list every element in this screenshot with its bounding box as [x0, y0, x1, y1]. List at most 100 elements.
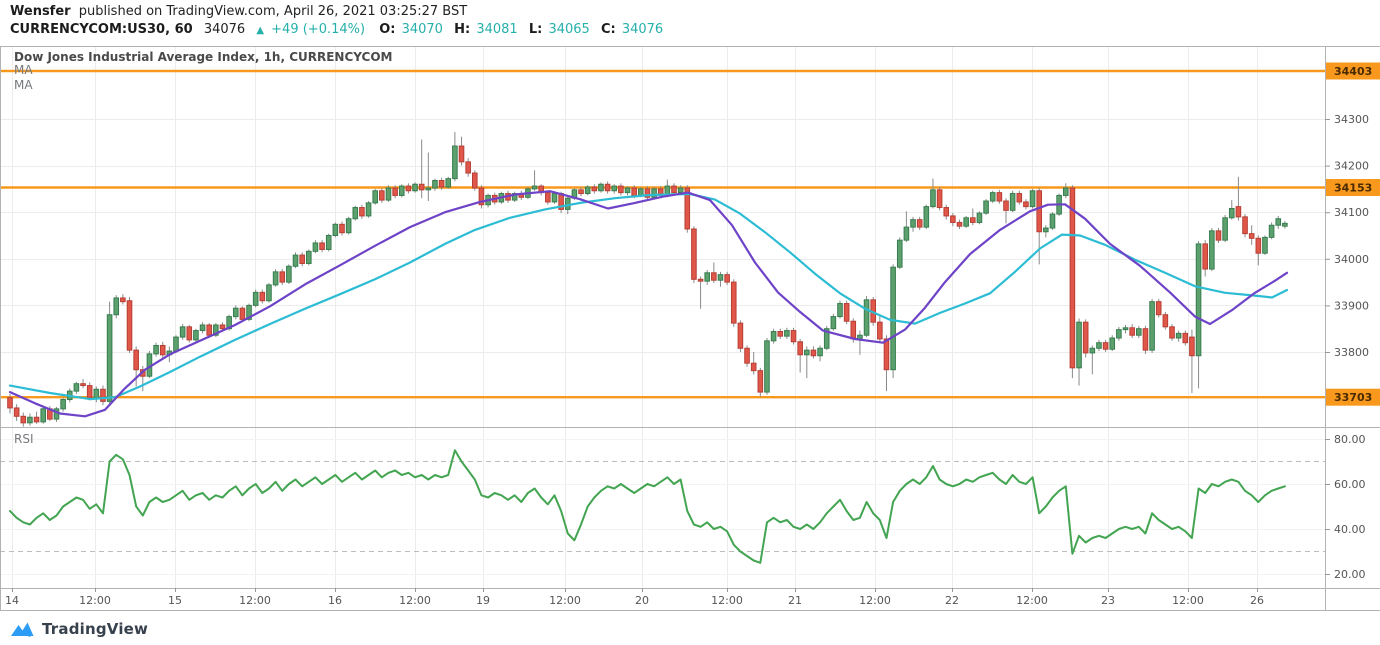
ma-line-cyan[interactable]: [8, 192, 1289, 401]
candle: [1262, 235, 1268, 256]
time-axis[interactable]: 14 12:00 15 12:00 16 12:00 19 12:00 20 12:00 21 12:…: [5, 588, 1264, 607]
candle: [1242, 214, 1248, 238]
candle: [1255, 235, 1262, 266]
candle-body-down: [206, 324, 212, 336]
candle: [266, 283, 272, 303]
candle-body-up: [385, 187, 392, 201]
candle: [903, 211, 910, 243]
ma-indicator-label-2[interactable]: MA: [14, 78, 33, 92]
candle-body-up: [804, 349, 810, 356]
time-tick-label: 15: [168, 594, 182, 607]
candlestick-series[interactable]: [7, 132, 1288, 427]
price-tick-label: 33900: [1334, 299, 1369, 312]
price-level-badge: [1326, 179, 1380, 197]
candle-body-up: [1122, 327, 1129, 331]
candle-body-up: [246, 304, 252, 320]
candle: [20, 412, 27, 427]
candle-body-up: [93, 388, 100, 399]
candle-body-up: [677, 187, 684, 194]
candle-body-down: [299, 254, 305, 264]
candle-body-up: [1262, 236, 1268, 254]
candle-body-up: [704, 272, 711, 282]
candle-body-up: [432, 180, 438, 189]
candle-body-up: [638, 188, 644, 196]
candle-body-down: [1235, 206, 1242, 218]
time-tick-label: 26: [1250, 594, 1264, 607]
candle: [883, 335, 890, 392]
low-value: 34065: [548, 22, 590, 37]
candle-body-down: [1003, 200, 1009, 211]
candle: [1182, 330, 1189, 346]
candle-body-up: [1109, 337, 1116, 350]
candle: [252, 289, 259, 308]
candle-body-up: [1209, 230, 1215, 270]
footer-bar: TradingView: [0, 612, 1380, 645]
candle-body-up: [611, 185, 618, 192]
candle-body-down: [1255, 237, 1262, 254]
candle: [770, 328, 777, 344]
candle-body-down: [100, 388, 106, 402]
ma-indicator-label-1[interactable]: MA: [14, 63, 33, 77]
candle-body-down: [1162, 314, 1169, 328]
candle: [445, 176, 452, 189]
price-chart-canvas[interactable]: 34300 34200 34100 34000 33900 33800 80.00 60.00…: [0, 0, 1380, 612]
candle: [27, 413, 33, 426]
candle: [239, 306, 246, 323]
candle-body-up: [823, 328, 830, 349]
tradingview-logo-icon[interactable]: [9, 618, 35, 640]
candle-body-down: [458, 145, 465, 163]
open-label: O:: [379, 22, 396, 37]
candle-body-up: [1089, 347, 1096, 354]
candle: [339, 221, 345, 236]
candle: [133, 346, 139, 387]
candle-body-down: [684, 187, 691, 230]
tradingview-wordmark[interactable]: TradingView: [42, 619, 149, 638]
price-tick-label: 34200: [1334, 160, 1369, 173]
rsi-tick-label: 40.00: [1334, 523, 1366, 536]
price-level-lines[interactable]: [0, 69, 1325, 399]
candle: [790, 327, 797, 345]
candle-body-down: [604, 183, 611, 192]
price-tick-label: 34100: [1334, 206, 1369, 219]
candle: [896, 237, 903, 270]
candle: [963, 215, 969, 229]
candle-body-up: [837, 303, 843, 318]
time-tick-label: 21: [788, 594, 802, 607]
candle-body-down: [950, 215, 956, 223]
candle: [724, 271, 730, 285]
candle: [618, 183, 624, 196]
price-tick-label: 34300: [1334, 113, 1369, 126]
candle: [584, 185, 591, 196]
candle: [292, 252, 299, 269]
candle: [843, 300, 850, 325]
candle-body-up: [910, 219, 916, 228]
candle: [578, 187, 584, 197]
candle-body-up: [584, 186, 591, 195]
candle: [970, 208, 976, 226]
rsi-tick-label: 20.00: [1334, 568, 1366, 581]
candle: [810, 346, 817, 359]
candle: [1282, 221, 1288, 229]
candle: [950, 213, 956, 227]
price-tick-label: 33800: [1334, 346, 1369, 359]
low-label: L:: [528, 22, 543, 37]
rsi-indicator-label[interactable]: RSI: [14, 432, 34, 446]
candle-body-up: [398, 185, 405, 196]
candle: [784, 327, 790, 339]
candle: [412, 182, 418, 193]
candle-body-up: [106, 314, 113, 402]
symbol-quote-line: CURRENCYCOM:US30, 60 34076 ▲ +49 (+0.14%…: [10, 22, 663, 37]
candle-body-down: [578, 189, 584, 195]
high-label: H:: [454, 22, 471, 37]
price-axis[interactable]: 34300 34200 34100 34000 33900 33800 80.00 60.00…: [1325, 62, 1380, 581]
time-tick-label: 12:00: [399, 594, 431, 607]
candle: [916, 216, 923, 230]
candle: [817, 345, 823, 362]
candle: [1189, 329, 1195, 394]
ma-line-purple[interactable]: [8, 190, 1289, 418]
rsi-line[interactable]: [9, 449, 1286, 564]
candle: [312, 240, 319, 254]
candle-body-down: [478, 187, 485, 206]
candle: [153, 342, 159, 357]
